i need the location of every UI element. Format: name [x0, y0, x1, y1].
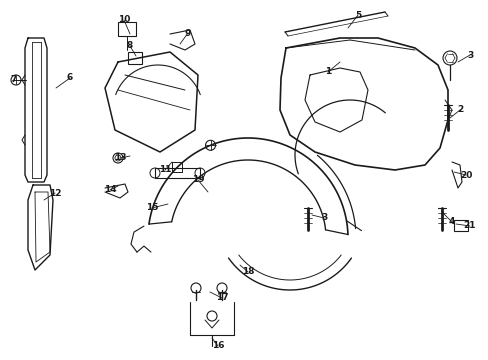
Text: 7: 7 [11, 76, 17, 85]
Text: 3: 3 [320, 213, 326, 222]
Text: 16: 16 [211, 342, 224, 351]
Text: 9: 9 [184, 28, 191, 37]
Text: 5: 5 [354, 10, 360, 19]
Text: 4: 4 [448, 217, 454, 226]
Text: 20: 20 [459, 171, 471, 180]
Text: 14: 14 [103, 185, 116, 194]
Bar [155, 168, 200, 178]
Text: 6: 6 [67, 73, 73, 82]
Bar [118, 22, 136, 36]
Text: 2: 2 [456, 105, 462, 114]
Text: 21: 21 [463, 221, 475, 230]
Text: 11: 11 [159, 166, 171, 175]
Text: 15: 15 [145, 203, 158, 212]
Text: 8: 8 [126, 41, 133, 50]
Text: 1: 1 [324, 68, 330, 77]
Text: 12: 12 [49, 189, 61, 198]
Text: 17: 17 [215, 293, 228, 302]
Text: 19: 19 [191, 175, 204, 184]
Text: 3: 3 [466, 50, 472, 59]
Text: 18: 18 [241, 267, 254, 276]
Bar [128, 52, 142, 64]
Bar [453, 220, 467, 231]
Text: 13: 13 [114, 153, 126, 162]
Text: 10: 10 [118, 15, 130, 24]
